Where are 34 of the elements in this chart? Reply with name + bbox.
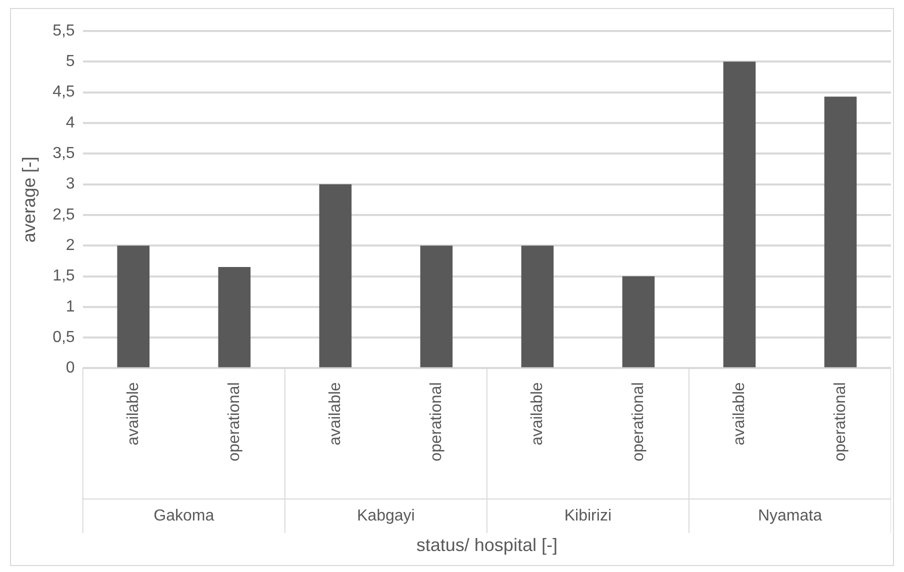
- bar: [218, 267, 251, 368]
- y-tick-label: 4: [66, 114, 75, 132]
- y-tick-label: 0,5: [52, 328, 75, 346]
- x-tick-label: operational: [226, 382, 243, 462]
- y-tick-label: 1,5: [52, 268, 75, 285]
- x-tick-label: available: [730, 382, 748, 446]
- text: Gakoma: [154, 507, 214, 524]
- text: Kabgayi: [356, 507, 415, 524]
- x-tick-label: operational: [428, 382, 445, 462]
- y-tick-label: 2,5: [52, 206, 75, 224]
- bar: [723, 62, 756, 368]
- bar: [622, 276, 655, 368]
- y-tick-label: 0: [66, 360, 75, 377]
- x-axis-title: status/ hospital [-]: [416, 535, 558, 556]
- bar: [117, 246, 150, 368]
- y-tick-label: 5: [66, 53, 75, 70]
- y-tick-label: 2: [66, 237, 75, 254]
- x-tick-label: available: [528, 382, 546, 446]
- y-axis-title: average [-]: [18, 156, 39, 243]
- text: Kibirizi: [564, 507, 612, 524]
- y-tick-label: 3: [66, 176, 75, 193]
- text: Nyamata: [758, 507, 822, 524]
- x-tick-label: operational: [630, 382, 647, 462]
- bar: [319, 184, 352, 368]
- y-tick-label: 4,5: [52, 84, 75, 101]
- bar: [420, 246, 453, 368]
- bar: [824, 96, 857, 368]
- bar: [521, 246, 554, 368]
- y-tick-label: 1: [66, 298, 75, 316]
- x-tick-label: operational: [832, 382, 849, 462]
- y-tick-label: 5,5: [52, 22, 75, 40]
- x-tick-label: available: [124, 382, 142, 446]
- y-tick-label: 3,5: [52, 145, 75, 162]
- x-tick-label: available: [326, 382, 344, 446]
